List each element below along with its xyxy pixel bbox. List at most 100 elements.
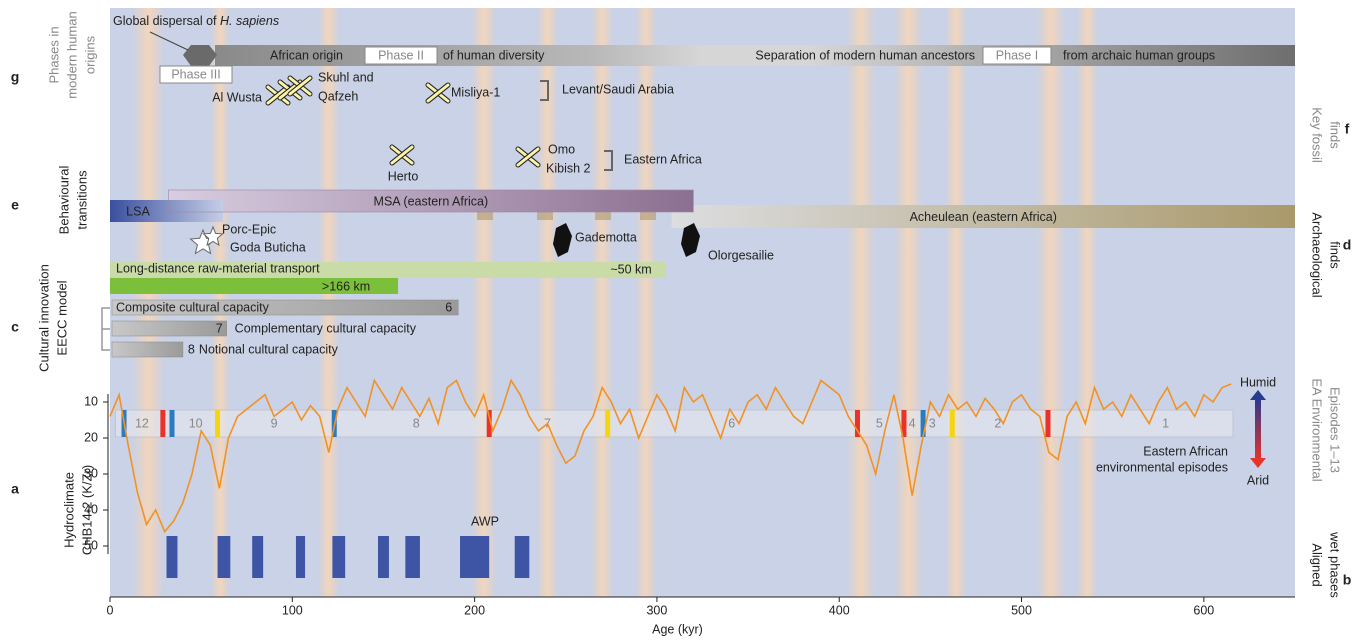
episode-number: 4 bbox=[909, 416, 916, 430]
arid-band bbox=[1036, 8, 1066, 597]
wet-phase bbox=[252, 536, 264, 578]
hydroclimate-line bbox=[109, 378, 1232, 534]
arid-label: Arid bbox=[1247, 473, 1269, 487]
fossil-label: Kibish 2 bbox=[546, 161, 591, 175]
dispersal-species: H. sapiens bbox=[220, 14, 279, 28]
episode-number: 6 bbox=[728, 416, 735, 430]
fossil-label: Omo bbox=[548, 142, 575, 156]
episode-caption: environmental episodes bbox=[1096, 460, 1228, 474]
capacity-label: Composite cultural capacity bbox=[116, 300, 270, 314]
arid-band bbox=[470, 8, 497, 597]
arrow-head bbox=[1250, 390, 1266, 400]
phase-text: African origin bbox=[270, 48, 343, 62]
y-tick-label: 30 bbox=[84, 466, 98, 480]
industry-outline bbox=[168, 189, 694, 213]
fossil-icon bbox=[390, 145, 414, 165]
transport-bar bbox=[110, 262, 667, 278]
wet-phase bbox=[295, 536, 306, 578]
side-label: Episodes 1–13 bbox=[1328, 387, 1343, 473]
site-label: Olorgesailie bbox=[708, 248, 774, 262]
site-label: Goda Buticha bbox=[230, 240, 306, 254]
side-label: finds bbox=[1328, 241, 1343, 269]
fossil-icon bbox=[426, 83, 450, 103]
site-label: Gademotta bbox=[575, 230, 637, 244]
side-label: EA Environmental bbox=[1310, 378, 1325, 481]
capacity-bar bbox=[111, 320, 227, 337]
episode-boundary bbox=[1045, 410, 1051, 437]
dispersal-marker bbox=[183, 45, 217, 66]
side-label: finds bbox=[1328, 121, 1343, 149]
dispersal-label: Global dispersal of H. sapiens bbox=[113, 14, 279, 28]
side-label: Hydroclimate bbox=[61, 472, 76, 548]
episode-boundary bbox=[486, 410, 492, 437]
episode-number: 2 bbox=[994, 416, 1001, 430]
background-bands bbox=[131, 8, 1099, 597]
episode-caption: Eastern African bbox=[1143, 444, 1228, 458]
x-axis-title: Age (kyr) bbox=[652, 622, 703, 636]
wet-phase bbox=[377, 536, 389, 578]
transport-title: Long-distance raw-material transport bbox=[116, 261, 320, 275]
arid-band bbox=[944, 8, 967, 597]
panel-letter: g bbox=[11, 69, 20, 85]
industry-label: MSA (eastern Africa) bbox=[374, 194, 489, 208]
panel-letter: b bbox=[1343, 572, 1352, 588]
y-tick-label: 10 bbox=[84, 394, 98, 408]
phase-label: Phase I bbox=[996, 48, 1038, 62]
region-label: Levant/Saudi Arabia bbox=[562, 82, 674, 96]
capacity-bar bbox=[111, 299, 459, 316]
episode-boundary bbox=[605, 410, 611, 437]
side-label: Archaeological bbox=[1310, 212, 1325, 297]
episode-boundary bbox=[160, 410, 166, 437]
episode-number: 10 bbox=[189, 416, 203, 430]
capacity-label: Notional cultural capacity bbox=[199, 342, 339, 356]
capacity-number: 7 bbox=[216, 321, 223, 335]
x-tick-label: 400 bbox=[829, 603, 850, 617]
region-label: Eastern Africa bbox=[624, 152, 702, 166]
site-icon bbox=[681, 223, 700, 257]
fossil-label: Qafzeh bbox=[318, 89, 358, 103]
phase-text: Separation of modern human ancestors bbox=[755, 48, 975, 62]
x-tick-label: 600 bbox=[1193, 603, 1214, 617]
bracket bbox=[604, 150, 613, 171]
episode-number: 12 bbox=[135, 416, 149, 430]
capacity-number: 6 bbox=[445, 300, 452, 314]
x-tick-label: 200 bbox=[464, 603, 485, 617]
wet-phase bbox=[460, 536, 490, 578]
wet-phase bbox=[166, 536, 178, 578]
wet-phase bbox=[514, 536, 530, 578]
industry-bar bbox=[671, 205, 1295, 228]
fossil-label: Skuhl and bbox=[318, 70, 374, 84]
transport-label: >166 km bbox=[322, 279, 370, 293]
episode-boundary bbox=[169, 410, 175, 437]
leader-line bbox=[149, 31, 189, 51]
industry-label: LSA bbox=[126, 204, 150, 218]
phase-box bbox=[364, 46, 438, 65]
wet-phase bbox=[332, 536, 346, 578]
transport-bar bbox=[110, 278, 399, 294]
side-label: Aligned bbox=[1310, 543, 1325, 586]
fossil-label: Al Wusta bbox=[212, 90, 262, 104]
arid-band bbox=[1076, 8, 1099, 597]
episode-number: 5 bbox=[876, 416, 883, 430]
y-tick-label: 40 bbox=[84, 502, 98, 516]
episode-boundary bbox=[901, 410, 907, 437]
humid-arid-arrow bbox=[1255, 398, 1261, 460]
x-tick-label: 0 bbox=[107, 603, 114, 617]
arid-band bbox=[893, 8, 924, 597]
episode-boundary bbox=[920, 410, 926, 437]
fossil-label: Misliya-1 bbox=[451, 85, 500, 99]
fossil-label: Herto bbox=[388, 169, 419, 183]
bracket bbox=[540, 80, 549, 101]
episode-boundary bbox=[215, 410, 221, 437]
site-icon bbox=[202, 225, 224, 247]
transport-label: ~50 km bbox=[610, 262, 651, 276]
panel-letter: a bbox=[11, 481, 19, 497]
panel-letter: d bbox=[1343, 237, 1352, 253]
phase-label: Phase II bbox=[378, 48, 424, 62]
phase-text: from archaic human groups bbox=[1063, 48, 1215, 62]
x-tick-label: 100 bbox=[282, 603, 303, 617]
episode-number: 1 bbox=[1162, 416, 1169, 430]
eecc-bracket bbox=[101, 307, 110, 351]
wet-phase bbox=[405, 536, 420, 578]
phase-text: of human diversity bbox=[443, 48, 545, 62]
